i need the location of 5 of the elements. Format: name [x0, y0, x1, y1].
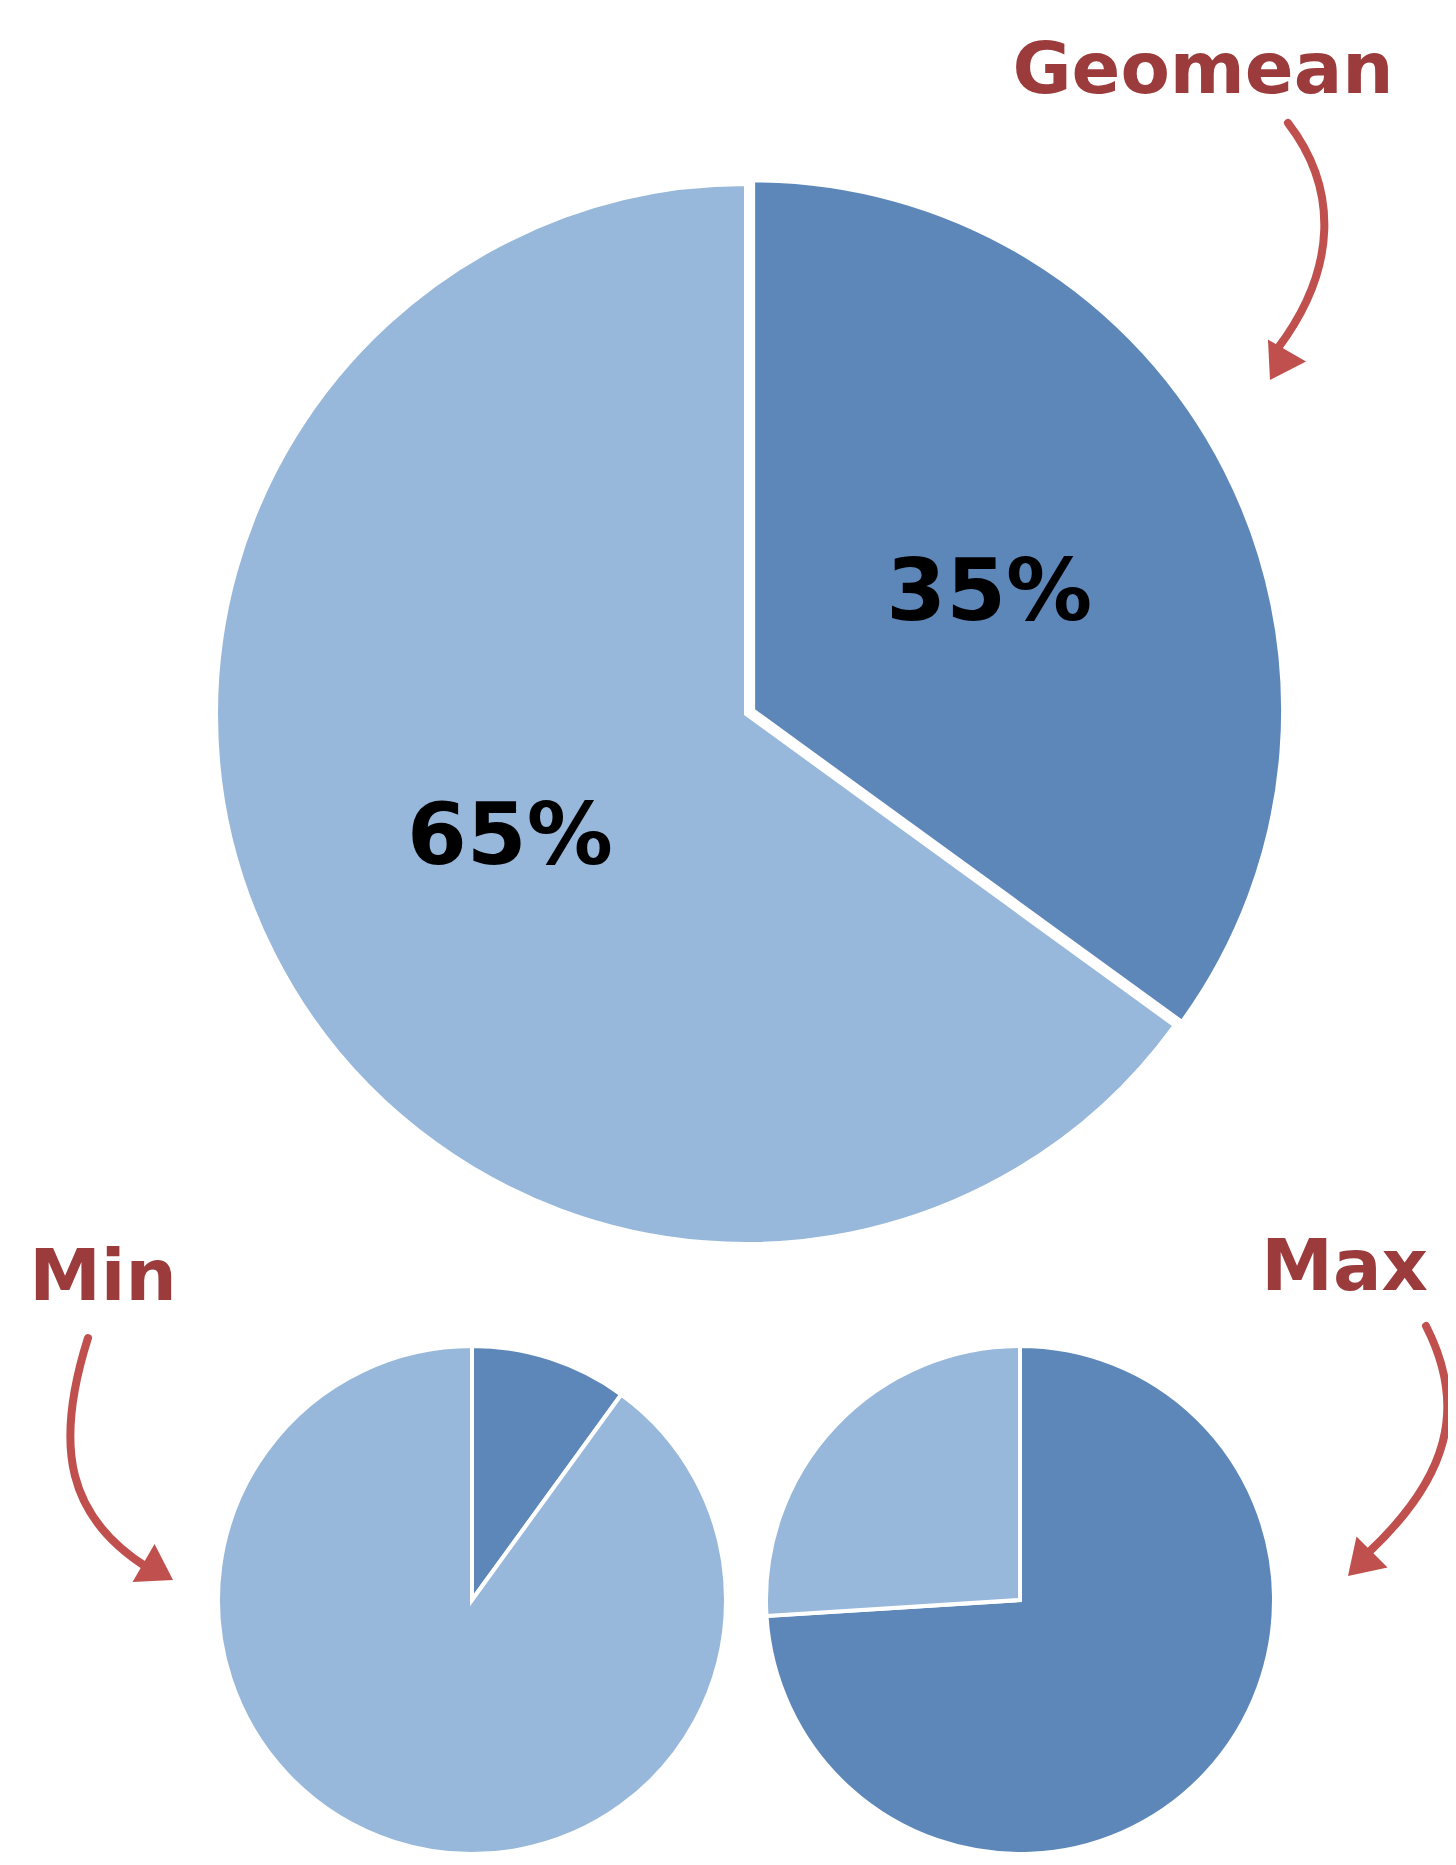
- chart-title: Geomean: [1012, 26, 1394, 110]
- data-label: 35%: [886, 540, 1093, 641]
- chart-title: Max: [1261, 1223, 1428, 1307]
- chart-title: Min: [29, 1233, 177, 1317]
- data-label: 65%: [406, 784, 613, 885]
